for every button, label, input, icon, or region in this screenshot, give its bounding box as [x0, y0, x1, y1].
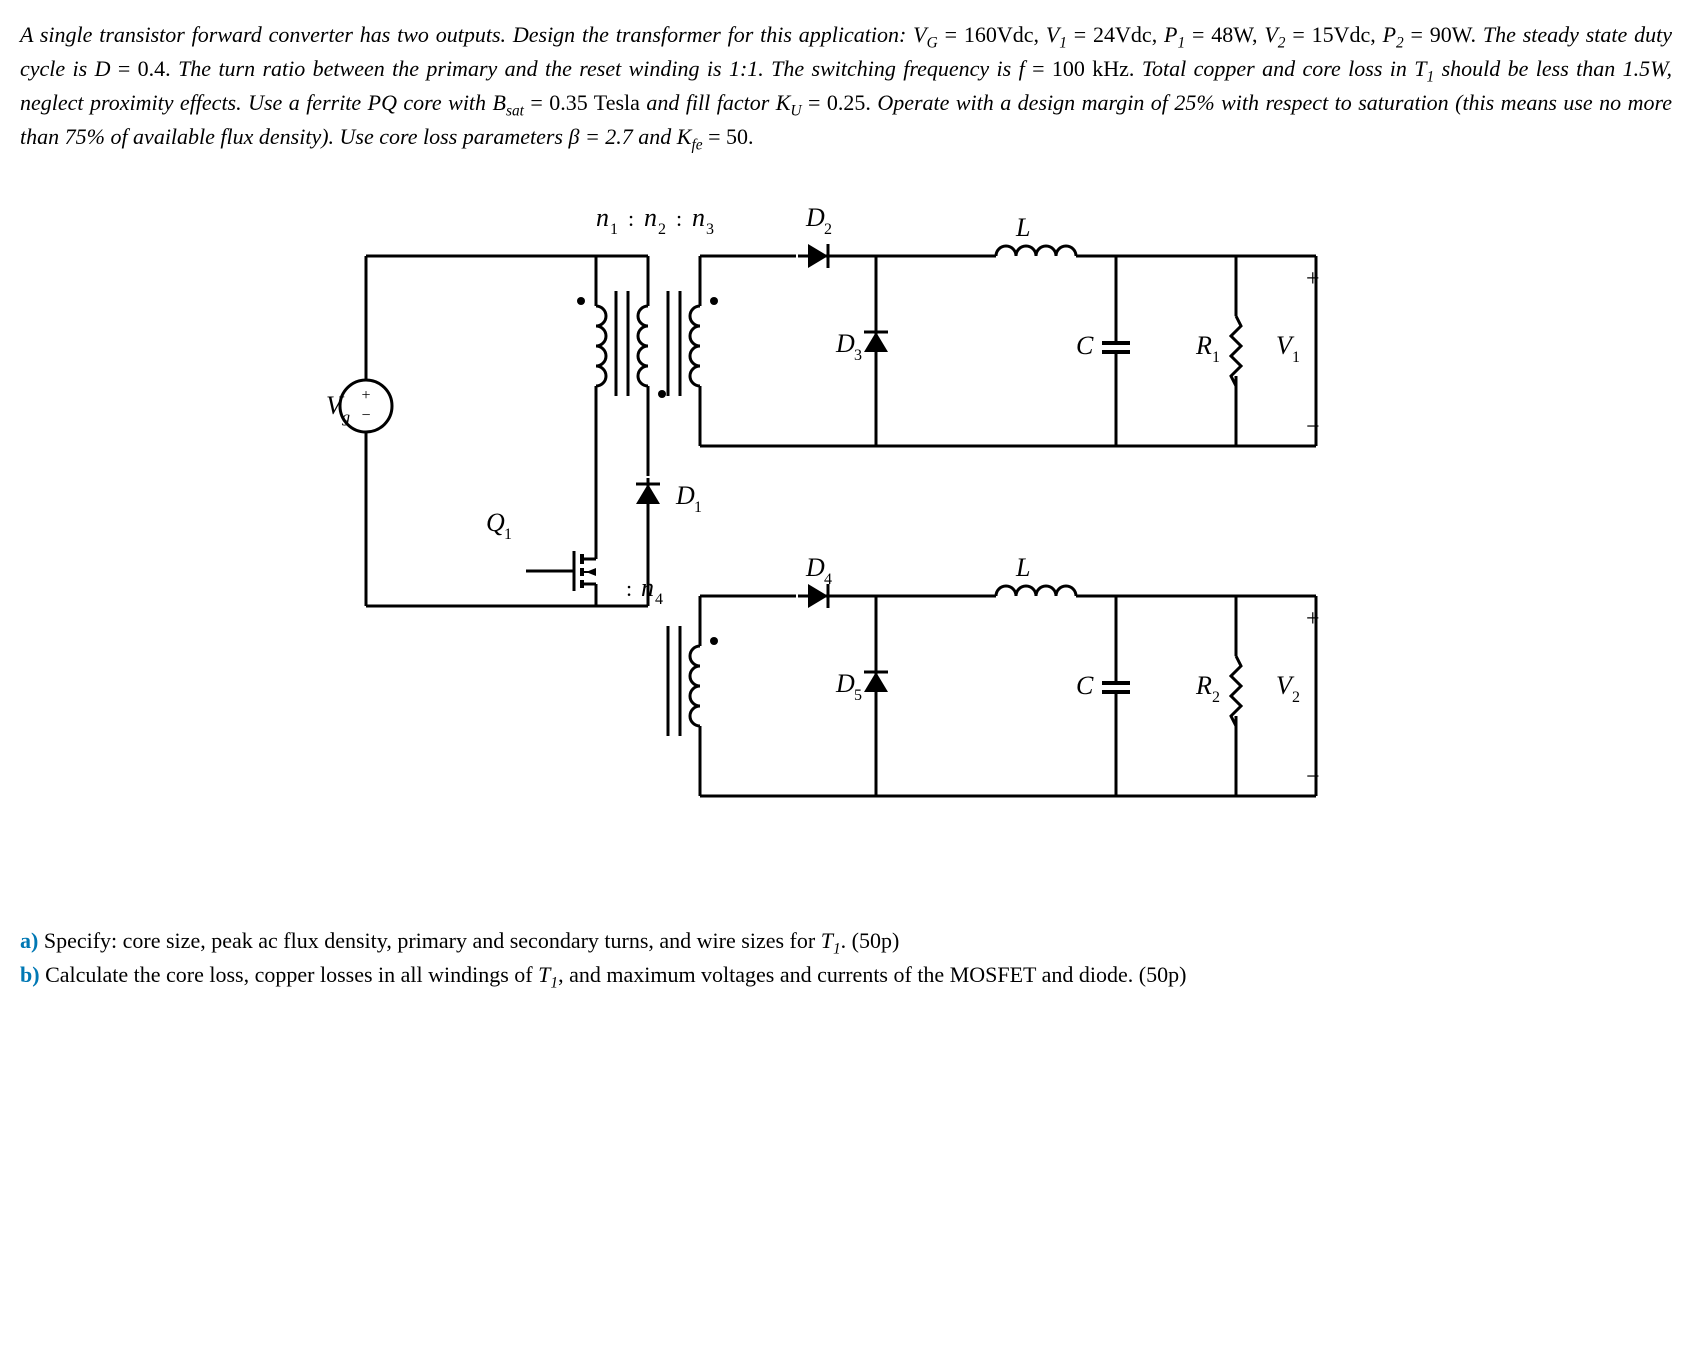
- question-b-label: b): [20, 962, 40, 987]
- svg-text:D: D: [835, 329, 855, 358]
- svg-text:n: n: [644, 203, 657, 232]
- svg-text:1: 1: [694, 499, 702, 516]
- svg-text:L: L: [1015, 213, 1030, 242]
- svg-text:n: n: [596, 203, 609, 232]
- svg-text:D: D: [835, 669, 855, 698]
- svg-text:−: −: [1306, 764, 1320, 790]
- svg-text:L: L: [1015, 553, 1030, 582]
- svg-text:+: +: [1306, 606, 1320, 632]
- svg-text:1: 1: [610, 221, 618, 238]
- svg-text:3: 3: [854, 347, 862, 364]
- text-fragment: Total copper and core loss in: [1142, 56, 1414, 81]
- svg-text::: :: [676, 206, 682, 231]
- svg-text:3: 3: [706, 221, 714, 238]
- svg-text:n: n: [641, 573, 654, 602]
- svg-text:C: C: [1076, 331, 1094, 360]
- svg-text:Q: Q: [486, 508, 505, 537]
- problem-statement: A single transistor forward converter ha…: [20, 20, 1672, 156]
- question-b-text2: , and maximum voltages and currents of t…: [558, 962, 1186, 987]
- svg-text:D: D: [805, 553, 825, 582]
- text-fragment: and fill factor: [646, 90, 775, 115]
- svg-text::: :: [628, 206, 634, 231]
- svg-text:g: g: [342, 409, 350, 426]
- svg-text:1: 1: [504, 526, 512, 543]
- question-a-label: a): [20, 928, 38, 953]
- text-fragment: A single transistor forward converter ha…: [20, 22, 913, 47]
- svg-text:D: D: [675, 481, 695, 510]
- question-b: b) Calculate the core loss, copper losse…: [20, 960, 1672, 994]
- question-a: a) Specify: core size, peak ac flux dens…: [20, 926, 1672, 960]
- svg-text:1: 1: [1292, 349, 1300, 366]
- svg-text:−: −: [361, 407, 370, 424]
- svg-text:D: D: [805, 203, 825, 232]
- circuit-diagram: + − V g Q 1 D 1: [20, 176, 1672, 896]
- svg-text:n: n: [692, 203, 705, 232]
- svg-text:+: +: [361, 387, 370, 404]
- svg-text:5: 5: [854, 687, 862, 704]
- svg-text:2: 2: [658, 221, 666, 238]
- svg-text:R: R: [1195, 671, 1212, 700]
- svg-text:2: 2: [824, 221, 832, 238]
- svg-text:4: 4: [824, 571, 832, 588]
- text-fragment: The turn ratio between the primary and t…: [178, 56, 1019, 81]
- svg-text:−: −: [1306, 414, 1320, 440]
- question-b-text: Calculate the core loss, copper losses i…: [40, 962, 539, 987]
- svg-text::: :: [626, 576, 632, 601]
- questions: a) Specify: core size, peak ac flux dens…: [20, 926, 1672, 994]
- svg-text:+: +: [1306, 266, 1320, 292]
- question-a-text: Specify: core size, peak ac flux density…: [38, 928, 820, 953]
- svg-text:1: 1: [1212, 349, 1220, 366]
- question-a-pts: . (50p): [841, 928, 900, 953]
- svg-text:C: C: [1076, 671, 1094, 700]
- svg-text:2: 2: [1292, 689, 1300, 706]
- svg-text:4: 4: [655, 591, 663, 608]
- svg-text:2: 2: [1212, 689, 1220, 706]
- svg-text:R: R: [1195, 331, 1212, 360]
